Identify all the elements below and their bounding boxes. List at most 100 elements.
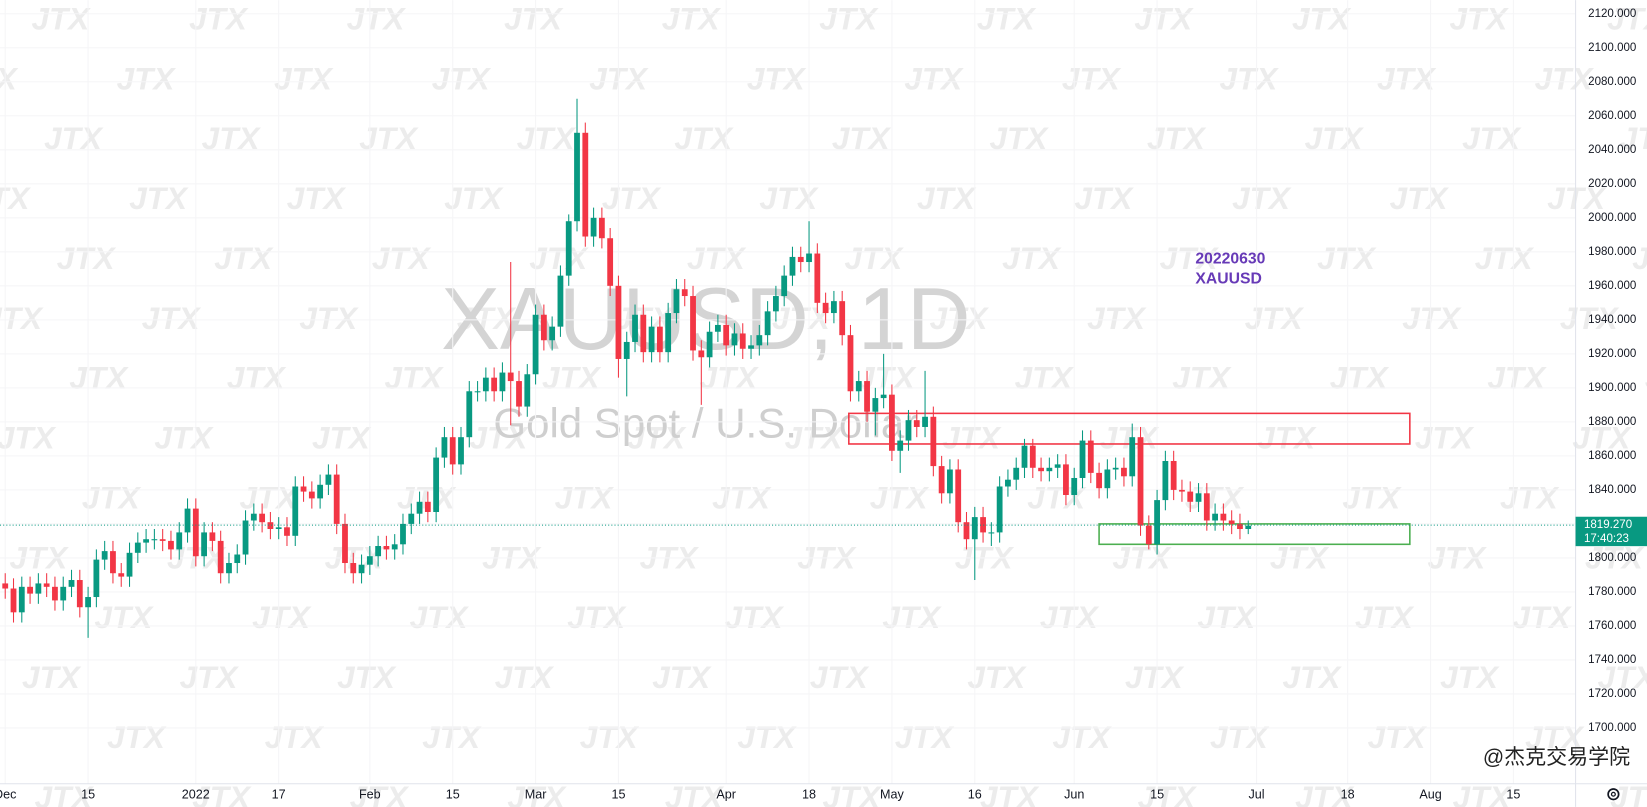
candle-body [731, 333, 738, 346]
watermark-text: JTX [687, 240, 747, 276]
watermark-text: JTX [1305, 120, 1365, 156]
watermark-text: JTX [529, 240, 589, 276]
watermark-text: JTX [797, 539, 857, 575]
candle-body [1029, 445, 1036, 468]
watermark-text: JTX [785, 420, 845, 456]
watermark-text: JTX [1645, 360, 1647, 396]
watermark-text: JTX [819, 0, 879, 36]
candle-body [250, 513, 257, 521]
candle-body [85, 597, 91, 608]
watermark-text: JTX [32, 0, 92, 36]
watermark-text: JTX [1210, 719, 1270, 755]
candle-body [43, 583, 50, 587]
candle-body [358, 564, 365, 574]
watermark-text: JTX [312, 420, 372, 456]
y-tick-label: 1740.000 [1588, 654, 1636, 666]
candle-body [822, 302, 829, 314]
candle-body [540, 314, 547, 341]
watermark-text: JTX [737, 719, 797, 755]
watermark-text: JTX [252, 599, 312, 635]
x-tick-label: Dec [0, 788, 16, 802]
candle-body [1203, 493, 1210, 521]
symbol-watermark: XAUUSD, 1D [441, 269, 970, 368]
candle-body [756, 335, 763, 346]
candle-body [300, 486, 307, 492]
watermark-text: JTX [495, 659, 555, 695]
watermark-text: JTX [1535, 60, 1595, 96]
x-tick-label: Aug [1419, 788, 1441, 802]
candle-body [18, 586, 25, 613]
candle-body [325, 474, 332, 485]
watermark-text: JTX [299, 300, 359, 336]
candle-body [690, 296, 696, 351]
watermark-text: JTX [674, 120, 734, 156]
x-tick-label: Jun [1064, 788, 1084, 802]
watermark-text: JTX [977, 0, 1037, 36]
candle-body [872, 398, 879, 412]
x-tick-label: 18 [1341, 788, 1355, 802]
candle-body [648, 326, 655, 353]
y-tick-label: 2120.000 [1588, 8, 1636, 20]
candle-body [1179, 489, 1185, 492]
watermark-text: JTX [1283, 659, 1343, 695]
candle-body [524, 374, 531, 407]
y-tick-label: 2060.000 [1588, 110, 1636, 122]
candle-body [1096, 472, 1102, 489]
candle-body [1079, 440, 1086, 478]
candle-body [938, 466, 945, 494]
watermark-text: JTX [1134, 0, 1194, 36]
x-tick-label: 15 [1150, 788, 1164, 802]
watermark-text: JTX [602, 180, 662, 216]
watermark-text: JTX [725, 599, 785, 635]
watermark-text: JTX [1112, 539, 1172, 575]
candle-body [433, 457, 440, 513]
candle-body [706, 331, 713, 358]
watermark-text: JTX [1270, 539, 1330, 575]
candle-body [532, 314, 539, 375]
watermark-text: JTX [759, 180, 819, 216]
watermark-text: JTX [1219, 60, 1279, 96]
candle-body [400, 523, 406, 545]
watermark-text: JTX [1075, 180, 1135, 216]
watermark-text: JTX [1377, 60, 1437, 96]
watermark-text: JTX [652, 659, 712, 695]
candle-body [739, 333, 746, 349]
candle-body [168, 540, 174, 550]
y-tick-label: 1720.000 [1588, 688, 1636, 700]
last-price-label: 1819.270 [1584, 519, 1632, 531]
candle-body [275, 527, 282, 530]
watermark-text: JTX [895, 719, 955, 755]
watermark-text: JTX [955, 539, 1015, 575]
watermark-text: JTX [107, 719, 167, 755]
candle-body [126, 552, 133, 577]
watermark-text: JTX [1245, 300, 1305, 336]
candle-body [474, 391, 481, 393]
watermark-text: JTX [95, 599, 155, 635]
candle-body [748, 345, 754, 349]
candle-body [110, 551, 116, 574]
watermark-text: JTX [1342, 479, 1402, 515]
watermark-text: JTX [1607, 0, 1647, 36]
watermark-text: JTX [1292, 0, 1352, 36]
watermark-text: JTX [504, 0, 564, 36]
candle-body [781, 275, 788, 297]
watermark-text: JTX [1087, 300, 1147, 336]
watermark-text: JTX [1052, 719, 1112, 755]
watermark-text: JTX [444, 180, 504, 216]
x-tick-label: 15 [446, 788, 460, 802]
candle-body [1154, 500, 1160, 545]
candle-body [797, 256, 804, 263]
watermark-text: JTX [1197, 599, 1257, 635]
candle-body [441, 437, 448, 458]
watermark-text: JTX [69, 360, 129, 396]
candle-body [607, 238, 614, 286]
watermark-text: JTX [1355, 599, 1415, 635]
watermark-text: JTX [189, 0, 249, 36]
settings-icon[interactable] [1607, 788, 1620, 801]
watermark-text: JTX [117, 60, 177, 96]
watermark-text: JTX [1525, 719, 1585, 755]
watermark-text: JTX [1040, 599, 1100, 635]
watermark-text: JTX [384, 360, 444, 396]
candle-body [68, 580, 75, 587]
